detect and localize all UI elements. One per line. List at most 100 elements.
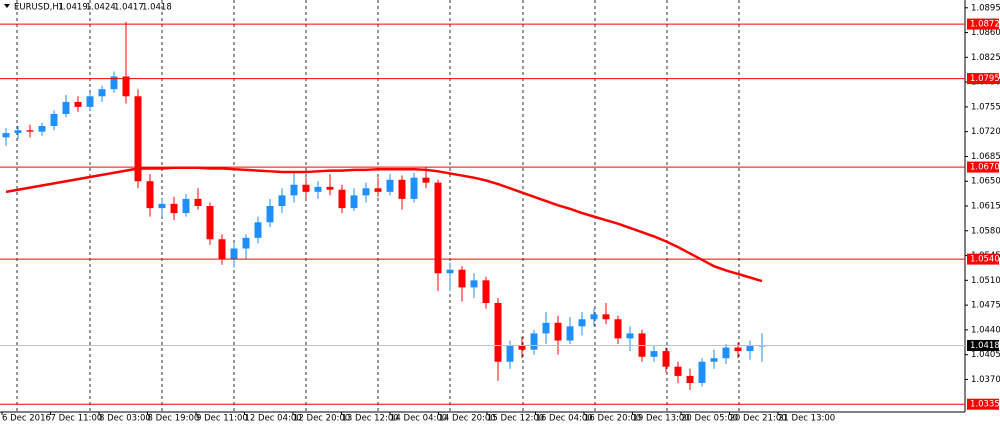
y-tick-label: 1.0510 [971,276,1000,286]
x-tick-label: 14 Dec 20:00 [439,414,496,424]
candle-body [218,239,226,260]
level-label: 1.0335 [970,400,1000,410]
candle-body [206,206,214,240]
menu-arrow[interactable] [4,4,10,8]
header-open: 1.0419 [58,3,88,13]
candle-body [74,101,82,107]
header-high: 1.0424 [86,3,116,13]
y-tick-label: 1.0475 [971,301,1000,311]
candle-body [314,186,322,192]
candle-body [122,76,130,97]
x-tick-label: 12 Dec 04:00 [245,414,302,424]
candle-body [278,195,286,206]
candle-body [242,237,250,249]
current-price-label: 1.0418 [970,341,1000,351]
x-tick-label: 15 Dec 12:00 [487,414,544,424]
candle-body [158,203,166,209]
candle-body [182,198,190,214]
candle-body [62,101,70,114]
y-tick-label: 1.0825 [971,53,1000,63]
y-tick-label: 1.0895 [971,3,1000,13]
x-tick-label: 9 Dec 11:00 [196,414,248,424]
candle-body [446,269,454,274]
candle-body [374,188,382,192]
level-label: 1.0540 [970,255,1000,265]
candle-body [506,345,514,362]
candle-body [458,269,466,288]
candle-body [326,186,334,190]
header-close: 1.0418 [142,3,172,13]
candle-body [146,181,154,209]
candle-body [734,347,742,352]
x-tick-label: 6 Dec 2016 [2,414,51,424]
y-tick-label: 1.0440 [971,325,1000,335]
y-tick-label: 1.0580 [971,226,1000,236]
x-tick-label: 14 Dec 04:00 [390,414,447,424]
candle-body [722,347,730,359]
candle-body [422,177,430,183]
level-label: 1.0795 [970,74,1000,84]
candle-body [98,89,106,97]
moving-average [5,166,763,283]
header-low: 1.0417 [114,3,144,13]
level-label-box [967,161,999,173]
candle-body [386,179,394,192]
candle-body [614,319,622,339]
candle-body [134,96,142,182]
candle-body [578,319,586,327]
candle-body [602,314,610,320]
candle-body [50,113,58,127]
candle-body [398,179,406,199]
candle-body [470,280,478,288]
x-tick-label: 8 Dec 19:00 [148,414,200,424]
candle-body [194,198,202,206]
x-tick-label: 16 Dec 20:00 [584,414,641,424]
x-tick-label: 13 Dec 12:00 [342,414,399,424]
x-tick-label: 20 Dec 05:00 [681,414,738,424]
candle-body [494,302,502,362]
y-tick-label: 1.0650 [971,177,1000,187]
level-label-box [967,253,999,265]
y-tick-label: 1.0370 [971,375,1000,385]
level-label-box [967,398,999,410]
candle-body [650,351,658,357]
candle-body [554,322,562,341]
y-tick-label: 1.0615 [971,202,1000,212]
candle-body [746,345,754,352]
y-tick-label: 1.0405 [971,350,1000,360]
x-tick-label: 20 Dec 21:00 [730,414,787,424]
candle-body [434,182,442,274]
candle-body [170,203,178,214]
x-tick-label: 21 Dec 13:00 [778,414,835,424]
candle-body [14,130,22,134]
x-tick-label: 8 Dec 03:00 [99,414,151,424]
candle-body [338,189,346,209]
candle-body [518,345,526,350]
candle-body [530,333,538,350]
candle-body [542,322,550,334]
candle-body [254,222,262,238]
y-tick-label: 1.0720 [971,127,1000,137]
candle-body [566,326,574,341]
level-label-box [967,18,999,30]
candle-body [626,333,634,339]
candle-body [38,126,46,132]
candle-body [230,248,238,260]
x-tick-label: 19 Dec 13:00 [633,414,690,424]
y-tick-label: 1.0860 [971,28,1000,38]
candle-body [266,206,274,223]
candle-body [2,133,10,138]
level-label-box [967,73,999,85]
candle-body [662,351,670,367]
x-tick-label: 7 Dec 11:00 [51,414,103,424]
y-tick-label: 1.0685 [971,152,1000,162]
candle-body [362,188,370,196]
x-tick-label: 12 Dec 20:00 [293,414,350,424]
candle-body [290,184,298,196]
candle-body [686,375,694,383]
candle-body [302,184,310,192]
candle-body [710,358,718,362]
y-tick-label: 1.0755 [971,102,1000,112]
candle-body [26,130,34,132]
